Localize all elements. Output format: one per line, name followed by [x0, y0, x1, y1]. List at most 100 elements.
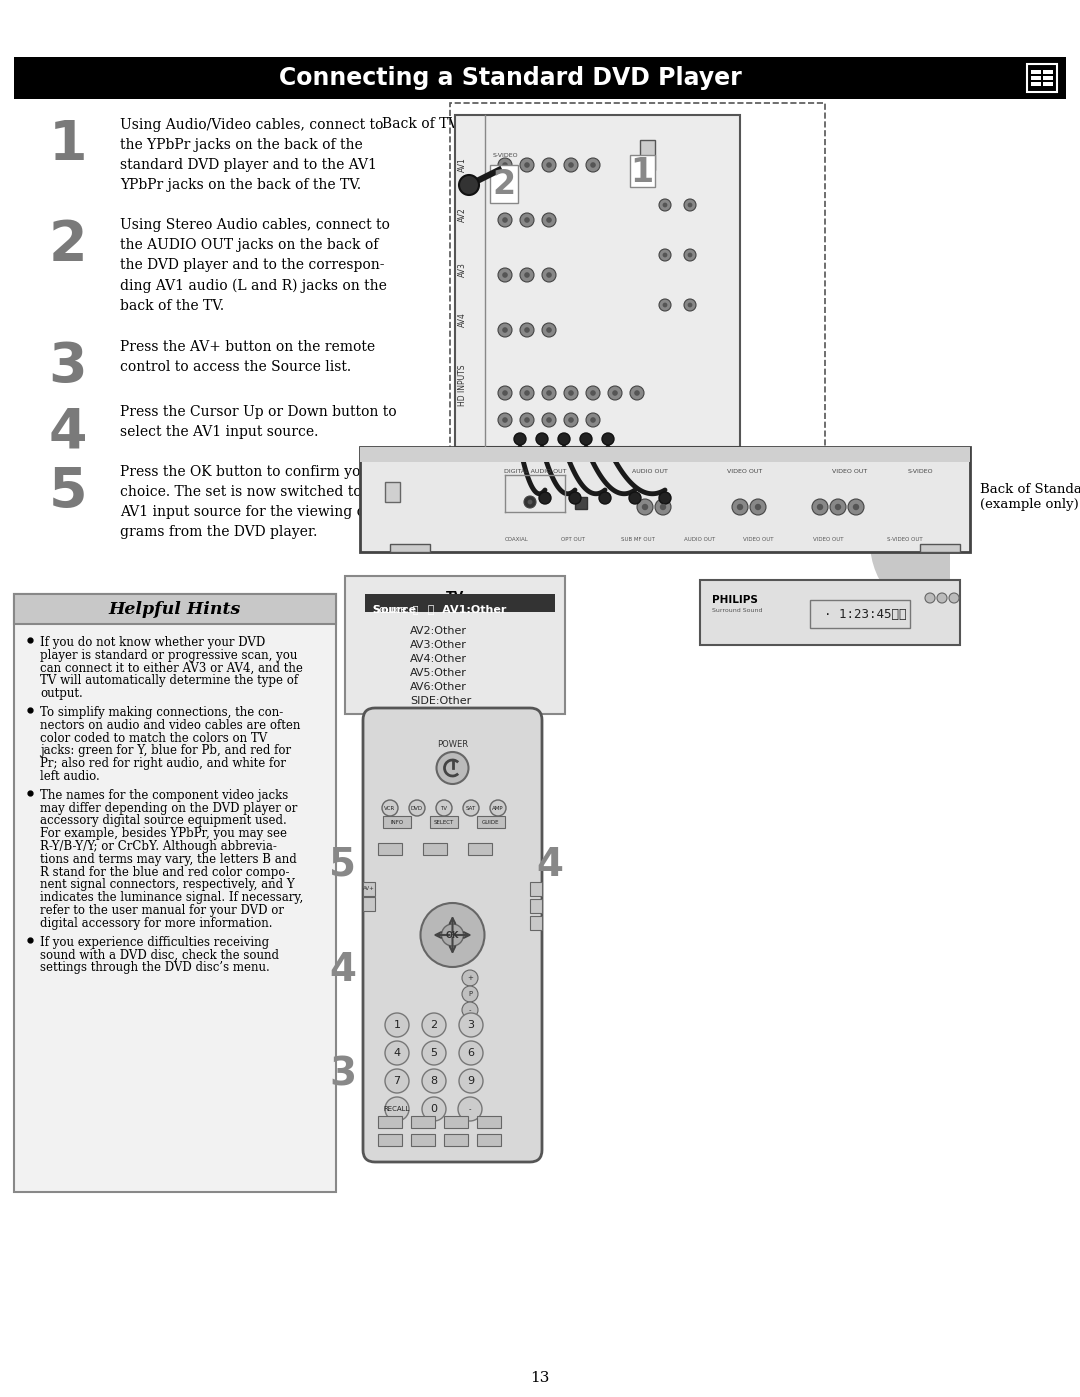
Text: nectors on audio and video cables are often: nectors on audio and video cables are of…: [40, 719, 300, 732]
Circle shape: [568, 390, 573, 395]
Circle shape: [542, 414, 556, 427]
Text: R-Y/B-Y/Y; or CrCbY. Although abbrevia-: R-Y/B-Y/Y; or CrCbY. Although abbrevia-: [40, 840, 276, 854]
Circle shape: [524, 162, 530, 168]
Text: SAT: SAT: [465, 806, 476, 810]
Circle shape: [524, 217, 530, 222]
Circle shape: [502, 272, 508, 278]
Circle shape: [459, 175, 480, 196]
Bar: [1027, 64, 1057, 92]
Text: 9: 9: [468, 1076, 474, 1085]
Text: 1: 1: [49, 117, 87, 172]
Circle shape: [949, 592, 959, 604]
Circle shape: [755, 504, 761, 510]
Circle shape: [498, 158, 512, 172]
Circle shape: [519, 323, 534, 337]
Text: player is standard or progressive scan, you: player is standard or progressive scan, …: [40, 648, 297, 662]
Bar: [530, 882, 542, 895]
Bar: [384, 482, 400, 502]
Text: Press the Cursor Up or Down button to
select the AV1 input source.: Press the Cursor Up or Down button to se…: [120, 405, 396, 439]
Bar: [423, 842, 447, 855]
Bar: [477, 816, 505, 828]
Circle shape: [924, 592, 935, 604]
Text: 4: 4: [393, 1048, 401, 1058]
Bar: [411, 1116, 435, 1127]
Bar: [430, 816, 458, 828]
Text: 1: 1: [631, 155, 653, 189]
Text: 4: 4: [49, 405, 87, 460]
Circle shape: [459, 1013, 483, 1037]
Text: 2: 2: [49, 218, 87, 272]
Circle shape: [498, 212, 512, 226]
Text: The names for the component video jacks: The names for the component video jacks: [40, 789, 288, 802]
Text: OK: OK: [446, 930, 459, 940]
Bar: [468, 842, 492, 855]
Bar: [444, 1134, 468, 1146]
Text: HD INPUTS: HD INPUTS: [458, 365, 467, 405]
Bar: [1043, 75, 1053, 80]
Text: If you do not know whether your DVD: If you do not know whether your DVD: [40, 636, 266, 650]
Circle shape: [684, 299, 696, 312]
Circle shape: [853, 504, 860, 510]
Text: SUB MF OUT: SUB MF OUT: [621, 536, 654, 542]
Text: Connecting a Standard DVD Player: Connecting a Standard DVD Player: [279, 66, 741, 89]
Circle shape: [590, 390, 596, 395]
Text: can connect it to either AV3 or AV4, and the: can connect it to either AV3 or AV4, and…: [40, 662, 302, 675]
Circle shape: [630, 386, 644, 400]
Text: SELECT: SELECT: [434, 820, 454, 826]
Circle shape: [663, 303, 667, 307]
Circle shape: [659, 492, 671, 504]
Circle shape: [642, 504, 648, 510]
Circle shape: [663, 203, 667, 207]
Text: VIDEO OUT: VIDEO OUT: [813, 536, 843, 542]
Circle shape: [514, 433, 526, 446]
Bar: [378, 1134, 402, 1146]
Circle shape: [590, 418, 596, 423]
Circle shape: [629, 492, 642, 504]
Text: VIDEO OUT: VIDEO OUT: [743, 536, 773, 542]
Text: 4: 4: [537, 847, 564, 884]
Text: color coded to match the colors on TV: color coded to match the colors on TV: [40, 732, 267, 745]
Bar: [14, 594, 336, 624]
Circle shape: [590, 162, 596, 168]
Text: 3: 3: [329, 1056, 356, 1094]
Circle shape: [586, 386, 600, 400]
Bar: [345, 576, 565, 714]
Circle shape: [568, 162, 573, 168]
Circle shape: [659, 299, 671, 312]
Circle shape: [654, 499, 671, 515]
Text: 5: 5: [49, 465, 87, 520]
Text: · 1:23:45ˊˊ: · 1:23:45ˊˊ: [824, 609, 906, 622]
Bar: [365, 594, 555, 612]
Circle shape: [519, 212, 534, 226]
Circle shape: [937, 592, 947, 604]
Circle shape: [524, 390, 530, 395]
Text: 13: 13: [530, 1370, 550, 1384]
Circle shape: [382, 800, 399, 816]
Circle shape: [750, 499, 766, 515]
Text: AV1: AV1: [458, 158, 467, 172]
Circle shape: [542, 323, 556, 337]
Text: -: -: [469, 1007, 471, 1013]
Circle shape: [558, 433, 570, 446]
Circle shape: [490, 800, 507, 816]
Circle shape: [831, 499, 846, 515]
Bar: [14, 594, 336, 1192]
Text: AMP: AMP: [492, 806, 503, 810]
Text: 7: 7: [393, 1076, 401, 1085]
Text: nent signal connectors, respectively, and Y: nent signal connectors, respectively, an…: [40, 879, 295, 891]
Circle shape: [569, 492, 581, 504]
Text: -: -: [469, 1106, 471, 1112]
Text: 0: 0: [431, 1104, 437, 1113]
Circle shape: [498, 414, 512, 427]
Text: AV6:Other: AV6:Other: [410, 682, 467, 692]
Text: indicates the luminance signal. If necessary,: indicates the luminance signal. If neces…: [40, 891, 303, 904]
Circle shape: [737, 504, 743, 510]
Text: AV4: AV4: [458, 313, 467, 327]
Bar: [390, 543, 430, 552]
Text: Back of TV: Back of TV: [382, 117, 458, 131]
Text: 2: 2: [431, 1020, 437, 1030]
Bar: [1043, 70, 1053, 74]
Text: If you experience difficulties receiving: If you experience difficulties receiving: [40, 936, 269, 949]
Circle shape: [586, 414, 600, 427]
Bar: [810, 599, 910, 629]
